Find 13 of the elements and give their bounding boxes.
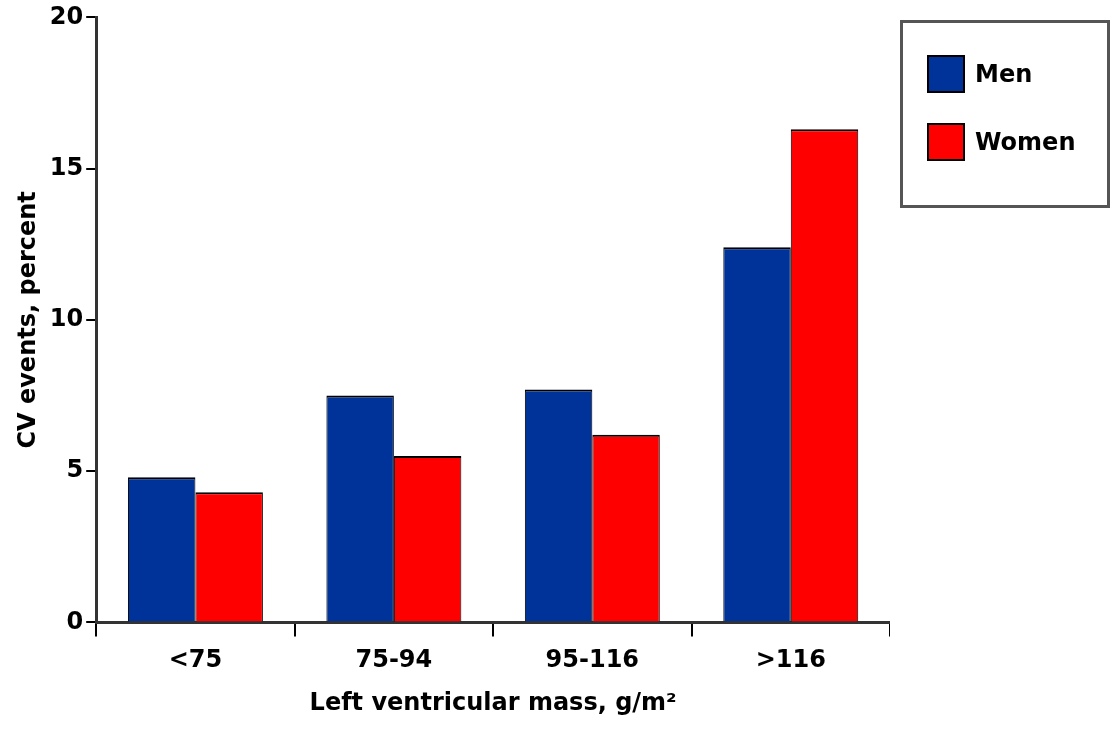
legend-label: Women: [975, 128, 1076, 156]
y-tick-label: 5: [66, 455, 84, 484]
y-tick-label: 15: [49, 152, 84, 181]
y-tick-label: 20: [49, 1, 84, 30]
x-tick-label: 75-94: [355, 645, 433, 674]
y-axis-title: CV events, percent: [12, 191, 41, 449]
x-axis-title: Left ventricular mass, g/m²: [309, 687, 677, 716]
legend-label: Men: [975, 60, 1033, 88]
x-tick-label: <75: [168, 645, 223, 674]
x-tick-label: 95-116: [545, 645, 640, 674]
y-tick-label: 0: [66, 606, 84, 635]
y-tick-label: 10: [49, 304, 84, 333]
x-tick-label: >116: [755, 645, 826, 674]
